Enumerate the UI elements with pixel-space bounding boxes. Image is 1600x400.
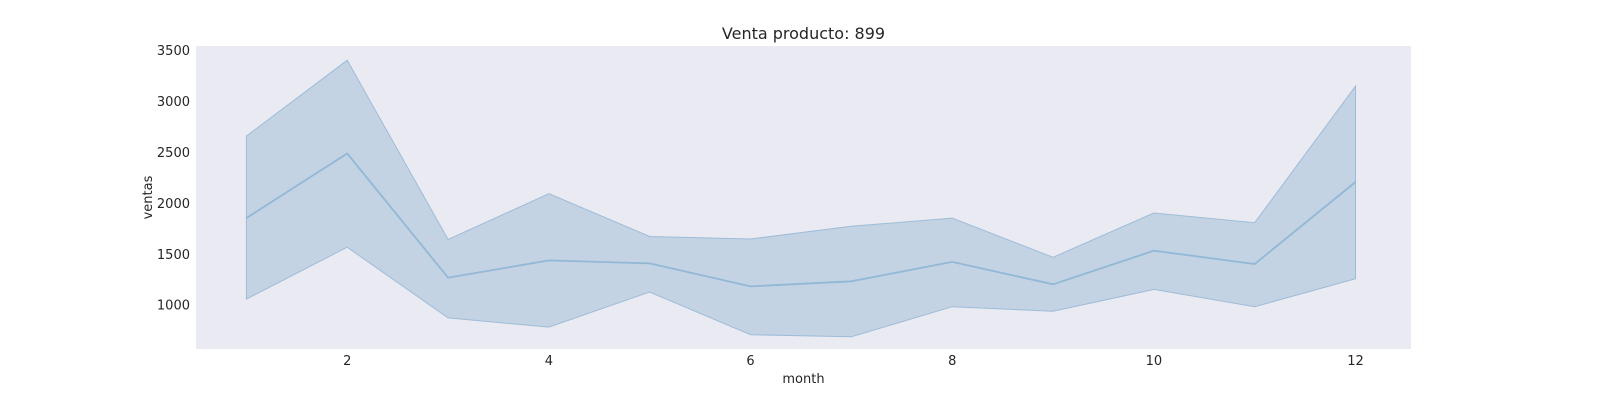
confidence-band-layer: [245, 59, 1356, 338]
chart-title: Venta producto: 899: [722, 24, 885, 43]
y-tick-labels: 1000 1500 2000 2500 3000 3500: [157, 44, 190, 314]
x-tick-label: 10: [1146, 354, 1163, 369]
x-tick-label: 4: [545, 354, 553, 369]
x-tick-labels: 2 4 6 8 10 12: [343, 354, 1364, 369]
y-tick-label: 1000: [157, 299, 190, 314]
y-tick-label: 1500: [157, 248, 190, 263]
y-tick-label: 3000: [157, 95, 190, 110]
x-tick-label: 8: [948, 354, 956, 369]
x-tick-label: 2: [343, 354, 351, 369]
y-tick-label: 2500: [157, 146, 190, 161]
series-line-layer: [245, 152, 1357, 288]
y-tick-label: 2000: [157, 197, 190, 212]
y-tick-label: 3500: [157, 44, 190, 59]
x-tick-label: 6: [746, 354, 754, 369]
y-axis-label: ventas: [141, 175, 156, 219]
confidence-band: [245, 59, 1356, 338]
x-tick-label: 12: [1347, 354, 1364, 369]
series-line: [245, 152, 1357, 288]
x-axis-label: month: [782, 372, 824, 387]
